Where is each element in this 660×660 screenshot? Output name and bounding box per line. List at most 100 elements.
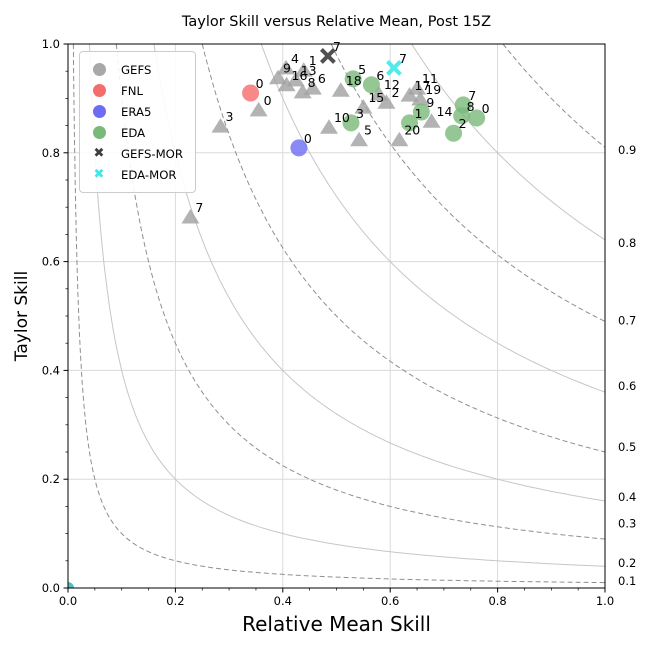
x-tick-label: 0.2 <box>166 594 184 608</box>
x-tick-label: 0.4 <box>274 594 292 608</box>
point-label-EDA-1: 1 <box>415 106 423 121</box>
point-label-EDA-6: 6 <box>376 68 384 83</box>
point-label-GEFS-9: 9 <box>283 61 291 76</box>
contour-value-label: 0.7 <box>618 313 636 327</box>
contour-value-label: 0.5 <box>618 440 636 454</box>
y-tick-label: 0.4 <box>42 363 60 377</box>
point-GEFS-8 <box>293 83 312 99</box>
point-EDA-9 <box>412 103 430 121</box>
contour-value-label: 0.3 <box>618 516 636 530</box>
legend-item-eda-mor: ✖ EDA-MOR <box>90 164 183 185</box>
point-EDA-2 <box>445 124 463 142</box>
point-label-GEFS-5: 5 <box>364 123 372 138</box>
point-label-GEFS-19: 19 <box>425 82 441 97</box>
legend-label: GEFS-MOR <box>121 146 183 161</box>
y-tick-label: 0.6 <box>42 255 60 269</box>
contour-value-label: 0.2 <box>618 556 636 570</box>
point-label-EDA-0: 0 <box>482 101 490 116</box>
point-label-GEFS-MOR-7: 7 <box>333 39 341 54</box>
contour-0.6 <box>260 44 605 393</box>
x-tick-label: 0.8 <box>488 594 506 608</box>
point-GEFS-19 <box>411 90 430 106</box>
contour-value-label: 0.4 <box>618 490 636 504</box>
point-label-EDA-9: 9 <box>426 95 434 110</box>
plot-area <box>68 44 605 588</box>
point-GEFS-7 <box>181 208 200 224</box>
y-tick-label: 1.0 <box>42 37 60 51</box>
point-GEFS-12 <box>369 86 388 101</box>
contour-value-label: 0.1 <box>618 574 636 588</box>
circle-marker-icon <box>92 105 106 118</box>
point-label-GEFS-0: 0 <box>264 93 272 108</box>
point-GEFS-10 <box>319 119 338 134</box>
point-EDA-6 <box>362 76 380 94</box>
point-GEFS-15 <box>354 99 373 114</box>
x-tick-label: 1.0 <box>596 594 614 608</box>
legend-item-gefs: GEFS <box>90 59 183 80</box>
y-axis-label: Taylor Skill <box>12 270 32 362</box>
contour-0.1 <box>72 44 605 584</box>
point-label-GEFS-1: 1 <box>309 53 317 68</box>
circle-marker-icon <box>92 126 106 139</box>
point-label-GEFS-2: 2 <box>391 85 399 100</box>
point-label-GEFS-20: 20 <box>404 123 420 138</box>
point-label-EDA-3: 3 <box>356 106 364 121</box>
point-EDA-0 <box>468 109 486 127</box>
contour-0.9 <box>502 44 605 148</box>
legend-item-gefs-mor: ✖ GEFS-MOR <box>90 143 183 164</box>
point-label-FNL-0: 0 <box>256 76 264 91</box>
point-GEFS-13 <box>286 71 305 87</box>
legend-label: ERA5 <box>121 104 152 119</box>
legend-item-fnl: FNL <box>90 80 183 101</box>
point-GEFS-4 <box>277 59 296 75</box>
point-origin-marker <box>68 582 74 588</box>
point-label-GEFS-16: 16 <box>292 68 308 83</box>
point-label-GEFS-10: 10 <box>334 110 350 125</box>
contour-value-label: 0.8 <box>618 236 636 250</box>
point-GEFS-9 <box>268 69 287 85</box>
y-tick-label: 0.0 <box>42 581 60 595</box>
x-marker-icon: ✖ <box>93 167 105 182</box>
circle-marker-icon <box>90 63 108 76</box>
circle-marker-icon <box>92 84 106 97</box>
point-GEFS-MOR-7 <box>319 48 336 64</box>
y-tick-label: 0.8 <box>42 146 60 160</box>
x-tick-label: 0.6 <box>381 594 399 608</box>
legend-item-eda: EDA <box>90 122 183 143</box>
legend-label: GEFS <box>121 62 152 77</box>
point-label-GEFS-15: 15 <box>368 90 384 105</box>
circle-marker-icon <box>90 105 108 118</box>
contour-0.7 <box>330 44 605 322</box>
point-GEFS-2 <box>377 94 396 109</box>
contour-value-label: 0.6 <box>618 379 636 393</box>
point-EDA-1 <box>401 114 419 132</box>
point-GEFS-0 <box>249 101 268 117</box>
point-GEFS-1 <box>294 62 313 77</box>
point-label-EDA-7: 7 <box>468 88 476 103</box>
contour-0.2 <box>89 44 605 567</box>
x-axis-label: Relative Mean Skill <box>242 612 431 636</box>
point-label-GEFS-12: 12 <box>384 77 400 92</box>
point-GEFS-18 <box>331 82 350 97</box>
point-label-ERA5-0: 0 <box>304 131 312 146</box>
point-ERA5-0 <box>290 139 308 157</box>
point-label-GEFS-3: 3 <box>226 109 234 124</box>
x-marker-icon: ✖ <box>93 146 105 161</box>
point-label-GEFS-6: 6 <box>318 71 326 86</box>
chart-title: Taylor Skill versus Relative Mean, Post … <box>181 14 492 30</box>
point-GEFS-17 <box>400 87 419 102</box>
point-GEFS-14 <box>422 113 441 128</box>
point-label-EDA-8: 8 <box>467 99 475 114</box>
point-GEFS-6 <box>303 80 322 95</box>
point-FNL-0 <box>242 84 260 102</box>
point-label-GEFS-18: 18 <box>346 73 362 88</box>
point-GEFS-3 <box>211 118 230 133</box>
point-label-GEFS-14: 14 <box>437 104 453 119</box>
point-label-GEFS-7: 7 <box>195 200 203 215</box>
point-label-EDA-2: 2 <box>459 116 467 131</box>
point-label-GEFS-11: 11 <box>422 71 438 86</box>
point-GEFS-5 <box>350 131 369 147</box>
legend-item-era5: ERA5 <box>90 101 183 122</box>
point-GEFS-16 <box>277 76 296 92</box>
